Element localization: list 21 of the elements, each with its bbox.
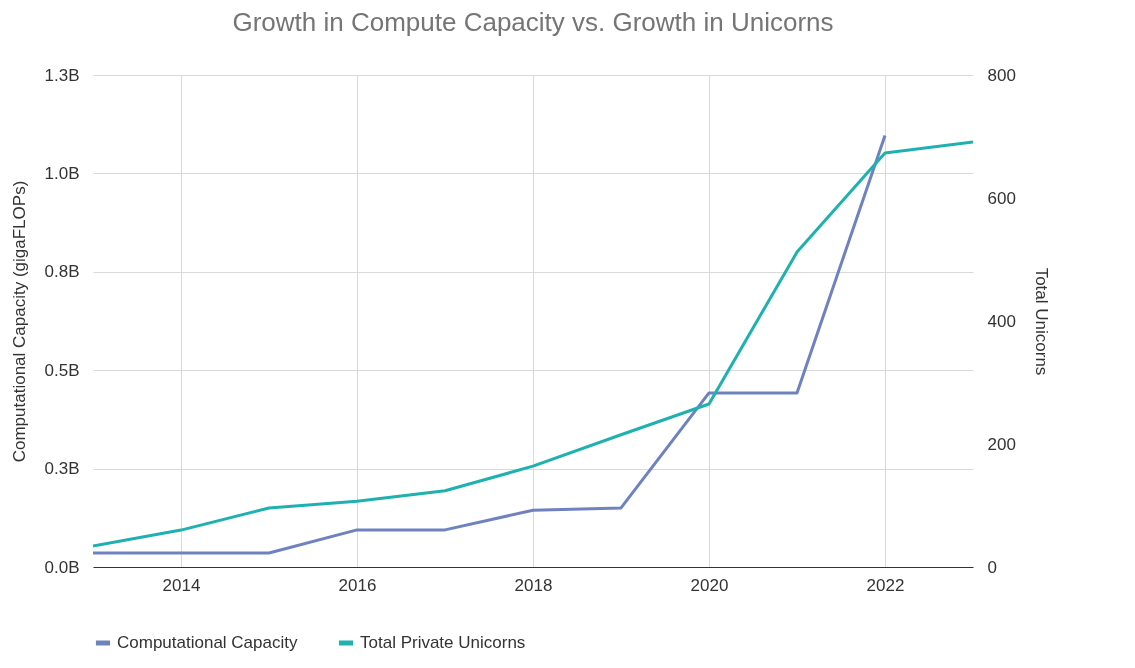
legend-label: Total Private Unicorns: [360, 633, 526, 652]
y-tick-label: 1.3B: [44, 65, 80, 85]
y2-tick-label: 400: [987, 311, 1016, 331]
y2-tick-label: 800: [987, 65, 1016, 85]
y-tick-label: 0.0B: [44, 557, 80, 577]
x-tick-label: 2016: [338, 575, 377, 595]
x-tick-label: 2020: [690, 575, 729, 595]
y-tick-label: 0.5B: [44, 360, 80, 380]
chart-title: Growth in Compute Capacity vs. Growth in Unicorns: [232, 7, 834, 37]
y2-tick-label: 200: [987, 434, 1016, 454]
legend-label: Computational Capacity: [117, 633, 298, 652]
x-tick-label: 2014: [162, 575, 201, 595]
y2-axis-title: Total Unicorns: [1031, 267, 1051, 376]
x-tick-label: 2022: [866, 575, 905, 595]
y2-tick-label: 0: [987, 557, 997, 577]
y-axis-title: Computational Capacity (gigaFLOPs): [9, 180, 29, 463]
y2-tick-label: 600: [987, 188, 1016, 208]
x-tick-label: 2018: [514, 575, 553, 595]
y-tick-label: 1.0B: [44, 163, 80, 183]
y-tick-label: 0.3B: [44, 459, 80, 479]
y-tick-label: 0.8B: [44, 262, 80, 282]
